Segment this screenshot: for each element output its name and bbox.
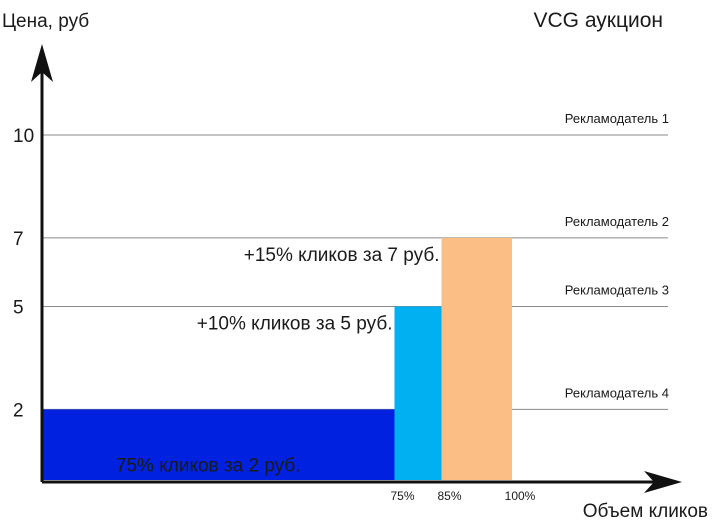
bars-group: [42, 237, 512, 480]
x-axis-label: Объем кликов: [583, 501, 708, 522]
y-tick-5: 5: [13, 298, 24, 319]
bar-annotations: 75% кликов за 2 руб. +10% кликов за 5 руб…: [116, 245, 440, 477]
advertiser-label-1: Рекламодатель 1: [565, 111, 669, 126]
y-axis-label: Цена, руб: [2, 11, 89, 32]
bar-1: [42, 409, 395, 480]
y-tick-2: 2: [13, 400, 24, 421]
advertiser-label-2: Рекламодатель 2: [565, 214, 669, 229]
advertiser-label-3: Рекламодатель 3: [565, 283, 669, 298]
axes-group: [31, 44, 682, 493]
bar-annotation-3: +15% кликов за 7 руб.: [244, 245, 440, 266]
bar-2: [394, 306, 442, 480]
bar-3: [441, 237, 512, 480]
advertiser-label-4: Рекламодатель 4: [565, 385, 669, 400]
x-tick-75: 75%: [390, 489, 414, 503]
x-tick-labels: 75% 85% 100%: [390, 489, 535, 503]
bar-annotation-1: 75% кликов за 2 руб.: [116, 455, 301, 476]
advertiser-reference-lines: [42, 134, 668, 410]
x-tick-100: 100%: [505, 489, 536, 503]
chart-title: VCG аукцион: [533, 9, 663, 32]
y-tick-7: 7: [13, 229, 24, 250]
x-axis-arrow: [644, 471, 682, 493]
y-tick-labels: 10 7 5 2: [13, 126, 34, 421]
x-tick-85: 85%: [437, 489, 461, 503]
y-axis-arrow: [31, 44, 53, 82]
bar-annotation-2: +10% кликов за 5 руб.: [197, 314, 393, 335]
advertiser-labels: Рекламодатель 1 Рекламодатель 2 Рекламодат…: [565, 111, 669, 400]
y-tick-10: 10: [13, 126, 34, 147]
